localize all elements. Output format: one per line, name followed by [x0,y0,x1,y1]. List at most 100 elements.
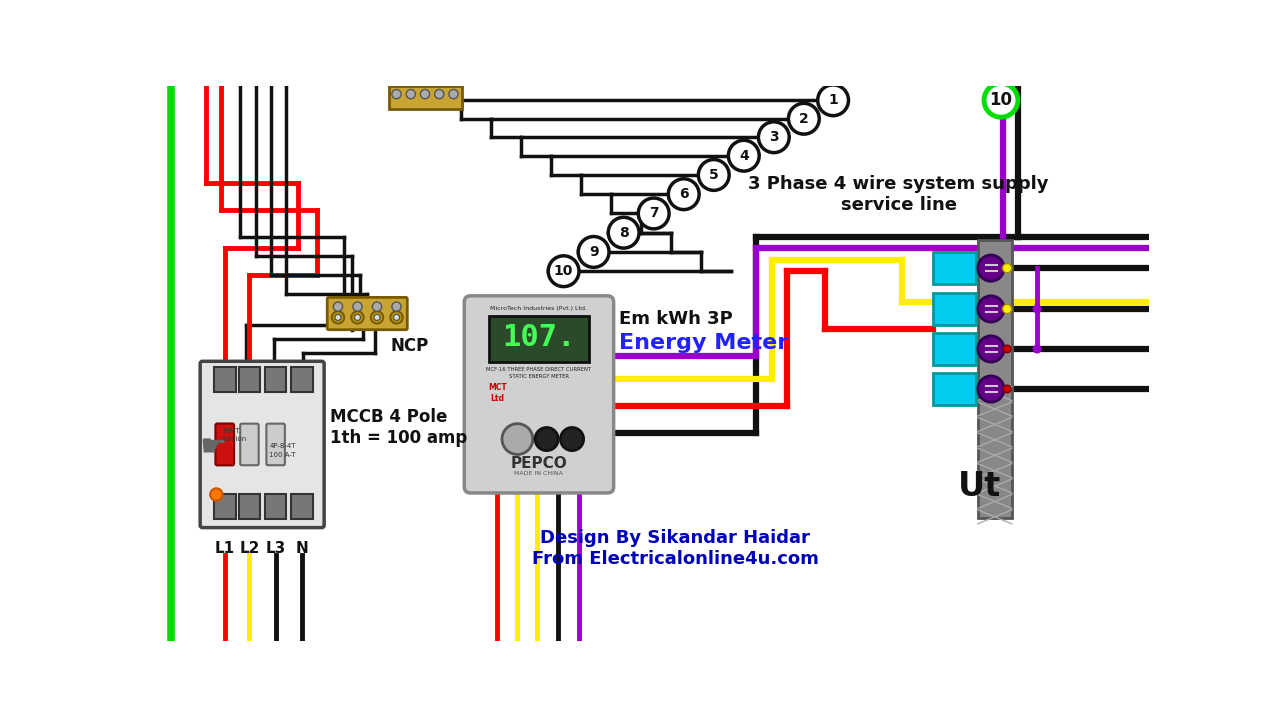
Bar [214,367,236,392]
Circle shape [1004,345,1011,353]
Text: 9: 9 [589,245,599,259]
FancyBboxPatch shape [328,297,407,330]
Text: 6: 6 [678,187,689,201]
Bar [933,252,975,284]
Text: InMT.: InMT. [223,428,242,434]
Bar [489,316,589,362]
Circle shape [978,336,1004,362]
Text: N: N [296,541,308,556]
Text: 107.: 107. [502,323,576,352]
FancyBboxPatch shape [200,361,324,528]
Bar [291,367,312,392]
Circle shape [332,311,344,323]
Text: L2: L2 [239,541,260,556]
Circle shape [449,89,458,99]
Text: 3: 3 [769,130,778,144]
Circle shape [371,311,383,323]
Circle shape [392,302,401,311]
Circle shape [535,428,558,451]
Circle shape [548,256,579,287]
Bar [214,495,236,519]
FancyBboxPatch shape [215,423,234,465]
Circle shape [393,315,399,320]
Text: Design By Sikandar Haidar
From Electricalonline4u.com: Design By Sikandar Haidar From Electrica… [531,529,819,568]
Circle shape [984,84,1018,117]
Circle shape [420,89,430,99]
Circle shape [699,160,730,190]
Circle shape [406,89,416,99]
Circle shape [1033,305,1041,312]
Text: 3 Phase 4 wire system supply
service line: 3 Phase 4 wire system supply service lin… [749,175,1048,214]
Text: STATIC ENERGY METER: STATIC ENERGY METER [509,374,570,379]
Circle shape [1004,305,1011,312]
Bar [389,86,462,109]
Bar [265,367,287,392]
Bar [933,293,975,325]
Circle shape [333,302,343,311]
Text: torsion: torsion [223,436,247,441]
Circle shape [978,296,1004,322]
Circle shape [1004,264,1011,272]
Bar [265,495,287,519]
Text: 8: 8 [618,225,628,240]
Circle shape [759,122,790,153]
Circle shape [1033,345,1041,353]
Bar [933,333,975,365]
Circle shape [374,315,380,320]
Text: 5: 5 [709,168,718,182]
Text: 2: 2 [799,112,809,126]
Circle shape [608,217,639,248]
Circle shape [728,140,759,171]
Circle shape [978,255,1004,282]
Text: 10: 10 [989,91,1012,109]
Text: 10: 10 [554,264,573,278]
Circle shape [1002,264,1011,273]
Circle shape [818,85,849,116]
FancyBboxPatch shape [215,423,234,465]
Circle shape [561,428,584,451]
Bar [978,240,1011,518]
Circle shape [668,179,699,210]
Bar [238,367,260,392]
Text: MADE IN CHINA: MADE IN CHINA [515,471,563,476]
Circle shape [335,315,340,320]
Circle shape [372,302,381,311]
Bar [933,373,975,405]
Circle shape [978,376,1004,402]
Text: MCT
Ltd: MCT Ltd [488,383,507,402]
Text: 100 A-T: 100 A-T [270,451,296,458]
Circle shape [392,89,401,99]
Circle shape [351,311,364,323]
Circle shape [435,89,444,99]
Circle shape [353,302,362,311]
Circle shape [639,198,669,229]
Text: MicroTech Industries (Pvt.) Ltd.: MicroTech Industries (Pvt.) Ltd. [490,307,588,312]
Circle shape [502,423,532,454]
Text: Ut: Ut [957,470,1001,503]
Text: 4P-8-4T: 4P-8-4T [270,444,296,449]
Circle shape [1002,305,1011,313]
Text: 4: 4 [739,149,749,163]
Bar [291,495,312,519]
Text: L1: L1 [215,541,234,556]
Text: 1: 1 [828,94,838,107]
FancyBboxPatch shape [241,423,259,465]
Text: L3: L3 [265,541,285,556]
Text: Em kWh 3P: Em kWh 3P [620,310,732,328]
Circle shape [390,311,403,323]
FancyBboxPatch shape [465,296,613,493]
FancyBboxPatch shape [266,423,285,465]
Circle shape [788,104,819,134]
Text: MCF-16 THREE PHASE DIRECT CURRENT: MCF-16 THREE PHASE DIRECT CURRENT [486,367,591,372]
Text: PEPCO: PEPCO [511,456,567,471]
Bar [238,495,260,519]
Text: ☛: ☛ [200,433,227,463]
Circle shape [355,315,361,320]
Text: NCP: NCP [390,337,429,355]
Circle shape [1004,385,1011,393]
Text: Energy Meter: Energy Meter [620,333,788,353]
Text: 7: 7 [649,207,658,220]
Text: MCCB 4 Pole
1th = 100 amp: MCCB 4 Pole 1th = 100 amp [330,408,467,447]
Circle shape [210,488,223,500]
Circle shape [579,237,609,267]
